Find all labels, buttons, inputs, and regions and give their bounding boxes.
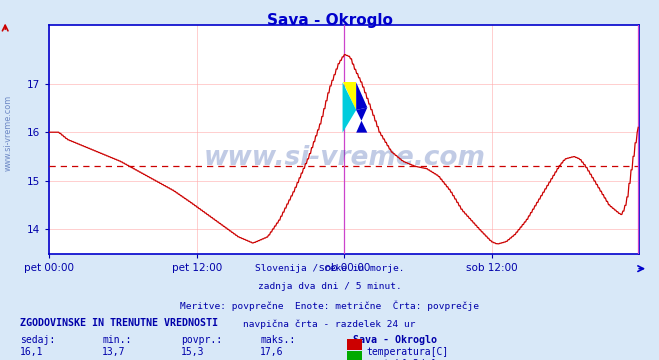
Text: 13,7: 13,7	[102, 347, 126, 357]
Text: Meritve: povprečne  Enote: metrične  Črta: povprečje: Meritve: povprečne Enote: metrične Črta:…	[180, 301, 479, 311]
Polygon shape	[356, 108, 367, 132]
Text: www.si-vreme.com: www.si-vreme.com	[4, 95, 13, 171]
Text: min.:: min.:	[102, 335, 132, 345]
Text: -nan: -nan	[260, 359, 284, 360]
Polygon shape	[356, 82, 367, 110]
Text: www.si-vreme.com: www.si-vreme.com	[204, 145, 485, 171]
Text: Sava - Okroglo: Sava - Okroglo	[353, 335, 436, 345]
Text: maks.:: maks.:	[260, 335, 295, 345]
Text: 16,1: 16,1	[20, 347, 43, 357]
Text: temperatura[C]: temperatura[C]	[366, 347, 449, 357]
Text: -nan: -nan	[20, 359, 43, 360]
Text: sedaj:: sedaj:	[20, 335, 55, 345]
Text: zadnja dva dni / 5 minut.: zadnja dva dni / 5 minut.	[258, 282, 401, 291]
Text: povpr.:: povpr.:	[181, 335, 222, 345]
Text: -nan: -nan	[181, 359, 205, 360]
Polygon shape	[343, 82, 356, 110]
Text: 15,3: 15,3	[181, 347, 205, 357]
Text: Slovenija / reke in morje.: Slovenija / reke in morje.	[255, 264, 404, 273]
Text: 17,6: 17,6	[260, 347, 284, 357]
Text: ZGODOVINSKE IN TRENUTNE VREDNOSTI: ZGODOVINSKE IN TRENUTNE VREDNOSTI	[20, 318, 217, 328]
Text: pretok[m3/s]: pretok[m3/s]	[366, 359, 437, 360]
Text: -nan: -nan	[102, 359, 126, 360]
Text: Sava - Okroglo: Sava - Okroglo	[266, 13, 393, 28]
Text: navpična črta - razdelek 24 ur: navpična črta - razdelek 24 ur	[243, 320, 416, 329]
Polygon shape	[343, 82, 356, 132]
